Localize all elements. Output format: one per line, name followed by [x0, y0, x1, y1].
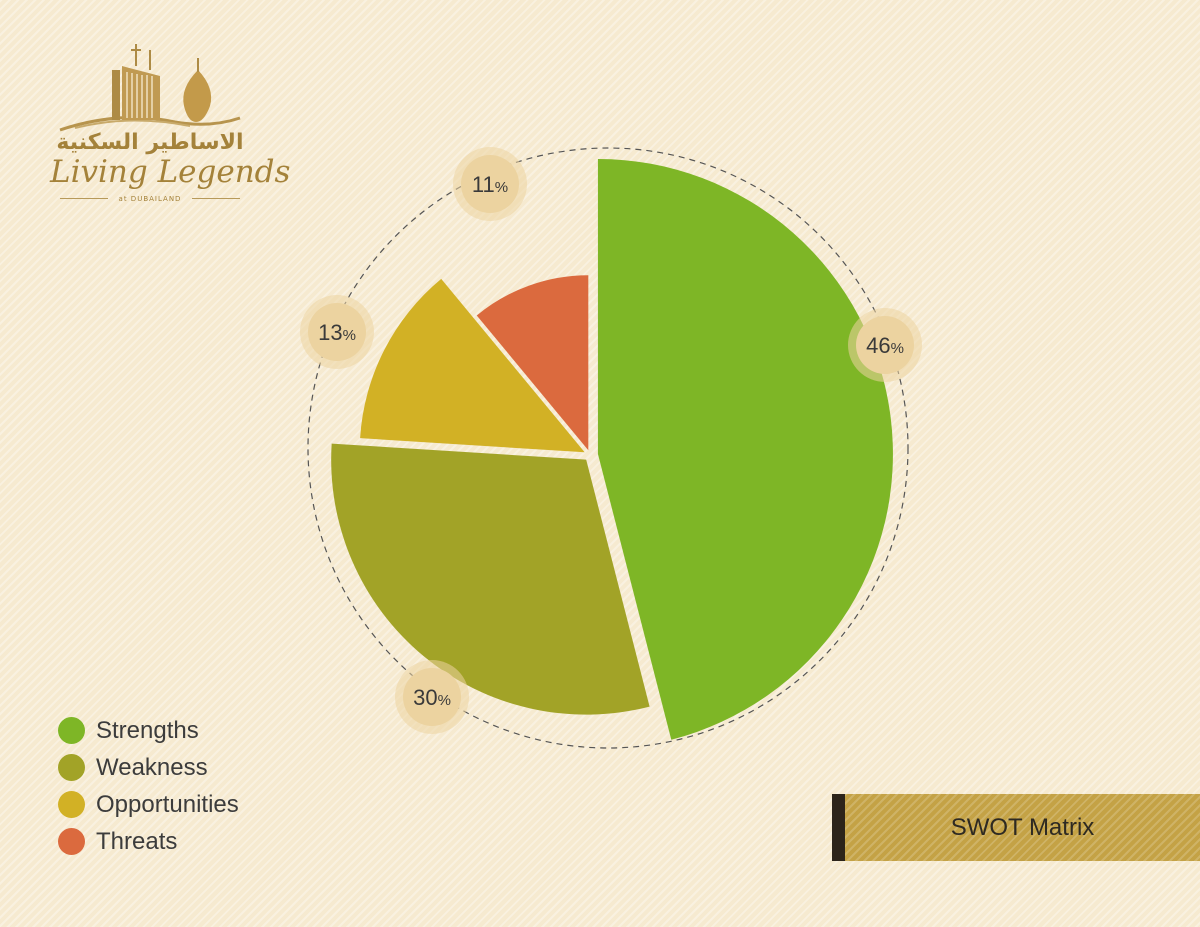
pie-slice-threats: [476, 275, 589, 451]
data-label-weakness: 30%: [413, 685, 451, 710]
chart-legend: Strengths Weakness Opportunities Threats: [58, 712, 318, 860]
value-badge-opportunities: 13%: [300, 295, 374, 369]
value-badge-strengths: 46%: [848, 308, 922, 382]
value-badge-threats: 11%: [453, 147, 527, 221]
legend-swatch-threats: [58, 828, 85, 855]
data-label-strengths: 46%: [866, 333, 904, 358]
pie-slices: [331, 158, 893, 740]
pie-slice-opportunities: [360, 278, 585, 453]
data-label-opportunities: 13%: [318, 320, 356, 345]
logo-emblem-icon: [59, 44, 241, 132]
legend-swatch-opportunities: [58, 791, 85, 818]
brand-arabic-name: الاساطير السكنية: [56, 130, 244, 155]
value-badges: 46% 30% 13% 11%: [300, 147, 922, 734]
logo-rule-left: [60, 198, 108, 199]
legend-swatch-strengths: [58, 717, 85, 744]
legend-label-threats: Threats: [96, 827, 178, 855]
legend-item-threats: Threats: [58, 823, 318, 860]
legend-label-strengths: Strengths: [96, 716, 199, 744]
swot-matrix-badge: SWOT Matrix: [832, 794, 1200, 861]
legend-label-weakness: Weakness: [96, 753, 208, 781]
pie-slice-strengths: [597, 158, 893, 740]
legend-label-opportunities: Opportunities: [96, 790, 239, 818]
pie-slice-weakness: [331, 443, 650, 715]
swot-matrix-label: SWOT Matrix: [950, 813, 1095, 841]
data-label-threats: 11%: [472, 172, 508, 197]
legend-item-opportunities: Opportunities: [58, 786, 318, 823]
legend-item-strengths: Strengths: [58, 712, 318, 749]
value-badge-weakness: 30%: [395, 660, 469, 734]
brand-tagline: at DUBAILAND: [118, 195, 182, 203]
logo-rule-right: [192, 198, 240, 199]
legend-item-weakness: Weakness: [58, 749, 318, 786]
chart-guide-circle: [307, 147, 909, 749]
legend-swatch-weakness: [58, 754, 85, 781]
